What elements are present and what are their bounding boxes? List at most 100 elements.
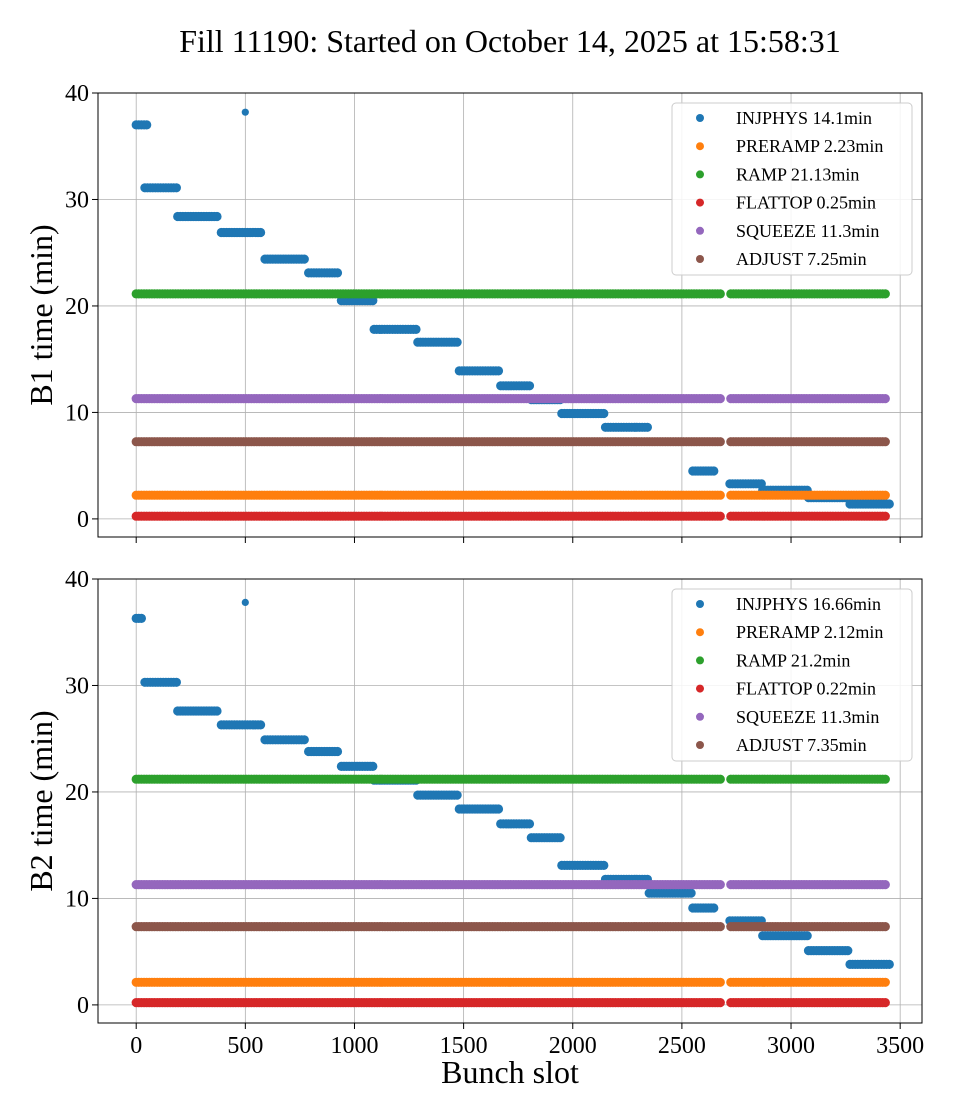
series-adjust xyxy=(131,922,890,932)
y-tick-label: 0 xyxy=(77,507,89,533)
data-point xyxy=(715,774,725,784)
data-point xyxy=(880,998,890,1008)
series-ramp xyxy=(131,774,890,784)
legend-label-injphys: INJPHYS 14.1min xyxy=(736,108,872,128)
legend-marker-squeeze xyxy=(696,226,704,235)
data-point xyxy=(715,880,725,890)
legend-marker-preramp xyxy=(696,628,704,637)
data-point xyxy=(884,499,894,509)
panel-b2: 0 500 1000 1500 2000 2500 3000 3500 0 10 20 30 40 B2 … xyxy=(23,567,924,1059)
legend-label-adjust: ADJUST 7.25min xyxy=(736,249,867,269)
data-point xyxy=(411,324,421,334)
legend-label-adjust: ADJUST 7.35min xyxy=(736,735,867,755)
data-point xyxy=(241,108,249,116)
legend-marker-ramp xyxy=(696,170,704,179)
data-point xyxy=(709,466,719,476)
data-point xyxy=(171,183,181,193)
series-flattop xyxy=(131,998,890,1008)
y-tick-label: 10 xyxy=(65,400,89,426)
data-point xyxy=(171,677,181,687)
data-point xyxy=(136,613,146,624)
data-layer xyxy=(131,108,894,521)
legend-label-preramp: PRERAMP 2.12min xyxy=(736,622,883,642)
legend-marker-adjust xyxy=(696,255,704,263)
y-tick-label: 20 xyxy=(65,294,89,320)
legend-marker-injphys xyxy=(696,600,704,608)
data-point xyxy=(880,437,890,447)
legend-label-preramp: PRERAMP 2.23min xyxy=(736,136,883,156)
legend-label-flattop: FLATTOP 0.25min xyxy=(736,193,876,213)
data-point xyxy=(884,959,894,970)
series-injphys xyxy=(131,598,894,970)
legend-marker-adjust xyxy=(696,741,704,749)
data-point xyxy=(599,408,609,419)
series-adjust xyxy=(131,437,890,447)
data-point xyxy=(524,819,535,829)
chart-title: Fill 11190: Started on October 14, 2025 … xyxy=(179,23,841,59)
x-tick-label: 1500 xyxy=(440,1033,488,1059)
legend-box xyxy=(671,588,913,762)
data-point xyxy=(715,394,725,404)
series-preramp xyxy=(131,977,890,987)
data-point xyxy=(715,437,725,447)
data-point xyxy=(715,511,725,521)
data-point xyxy=(880,511,890,521)
data-point xyxy=(493,804,504,814)
data-point xyxy=(452,790,462,800)
series-preramp xyxy=(131,490,890,500)
legend-marker-ramp xyxy=(696,656,704,665)
data-point xyxy=(642,422,653,432)
data-point xyxy=(715,490,725,500)
x-tick-label: 2000 xyxy=(549,1033,597,1059)
x-tick-label: 500 xyxy=(227,1033,263,1059)
data-point xyxy=(241,598,249,607)
plot-frame xyxy=(97,578,923,1024)
series-squeeze xyxy=(131,880,890,890)
data-point xyxy=(709,903,719,913)
data-point xyxy=(142,120,152,130)
legend: INJPHYS 16.66min PRERAMP 2.12min RAMP 21.2… xyxy=(671,588,913,762)
x-tick-label: 2500 xyxy=(658,1033,706,1059)
data-point xyxy=(715,922,725,932)
data-point xyxy=(880,774,890,784)
data-point xyxy=(452,337,462,347)
y-tick-label: 40 xyxy=(65,81,89,107)
legend-marker-flattop xyxy=(696,198,704,207)
data-layer xyxy=(131,598,894,1008)
y-axis-label: B1 time (min) xyxy=(23,224,59,405)
legend-label-squeeze: SQUEEZE 11.3min xyxy=(736,221,879,241)
x-tick-label: 3000 xyxy=(767,1033,815,1059)
x-tick-label: 1000 xyxy=(330,1033,378,1059)
data-point xyxy=(212,211,222,222)
data-point xyxy=(843,946,853,956)
data-point xyxy=(256,227,266,238)
legend-marker-preramp xyxy=(696,142,704,151)
legend-label-ramp: RAMP 21.13min xyxy=(736,164,859,184)
y-tick-label: 40 xyxy=(65,567,89,593)
series-ramp xyxy=(131,289,890,299)
x-tick-label: 3500 xyxy=(876,1033,924,1059)
data-point xyxy=(880,289,890,299)
data-point xyxy=(299,254,309,264)
data-point xyxy=(332,746,343,757)
y-tick-label: 30 xyxy=(65,673,89,699)
y-tick-label: 0 xyxy=(77,993,89,1019)
x-axis-label: Bunch slot xyxy=(441,1054,579,1090)
data-point xyxy=(880,922,890,932)
data-point xyxy=(332,268,343,278)
data-point xyxy=(880,977,890,987)
data-point xyxy=(212,706,222,716)
legend-marker-injphys xyxy=(696,114,704,122)
plot-frame xyxy=(97,92,923,538)
data-point xyxy=(880,490,890,500)
y-tick-label: 20 xyxy=(65,780,89,806)
data-point xyxy=(686,888,696,898)
data-point xyxy=(368,761,378,772)
legend-label-squeeze: SQUEEZE 11.3min xyxy=(736,707,879,727)
data-point xyxy=(555,833,565,843)
legend: INJPHYS 14.1min PRERAMP 2.23min RAMP 21.13… xyxy=(671,102,913,276)
series-flattop xyxy=(131,511,890,521)
data-point xyxy=(256,720,266,730)
data-point xyxy=(715,977,725,987)
